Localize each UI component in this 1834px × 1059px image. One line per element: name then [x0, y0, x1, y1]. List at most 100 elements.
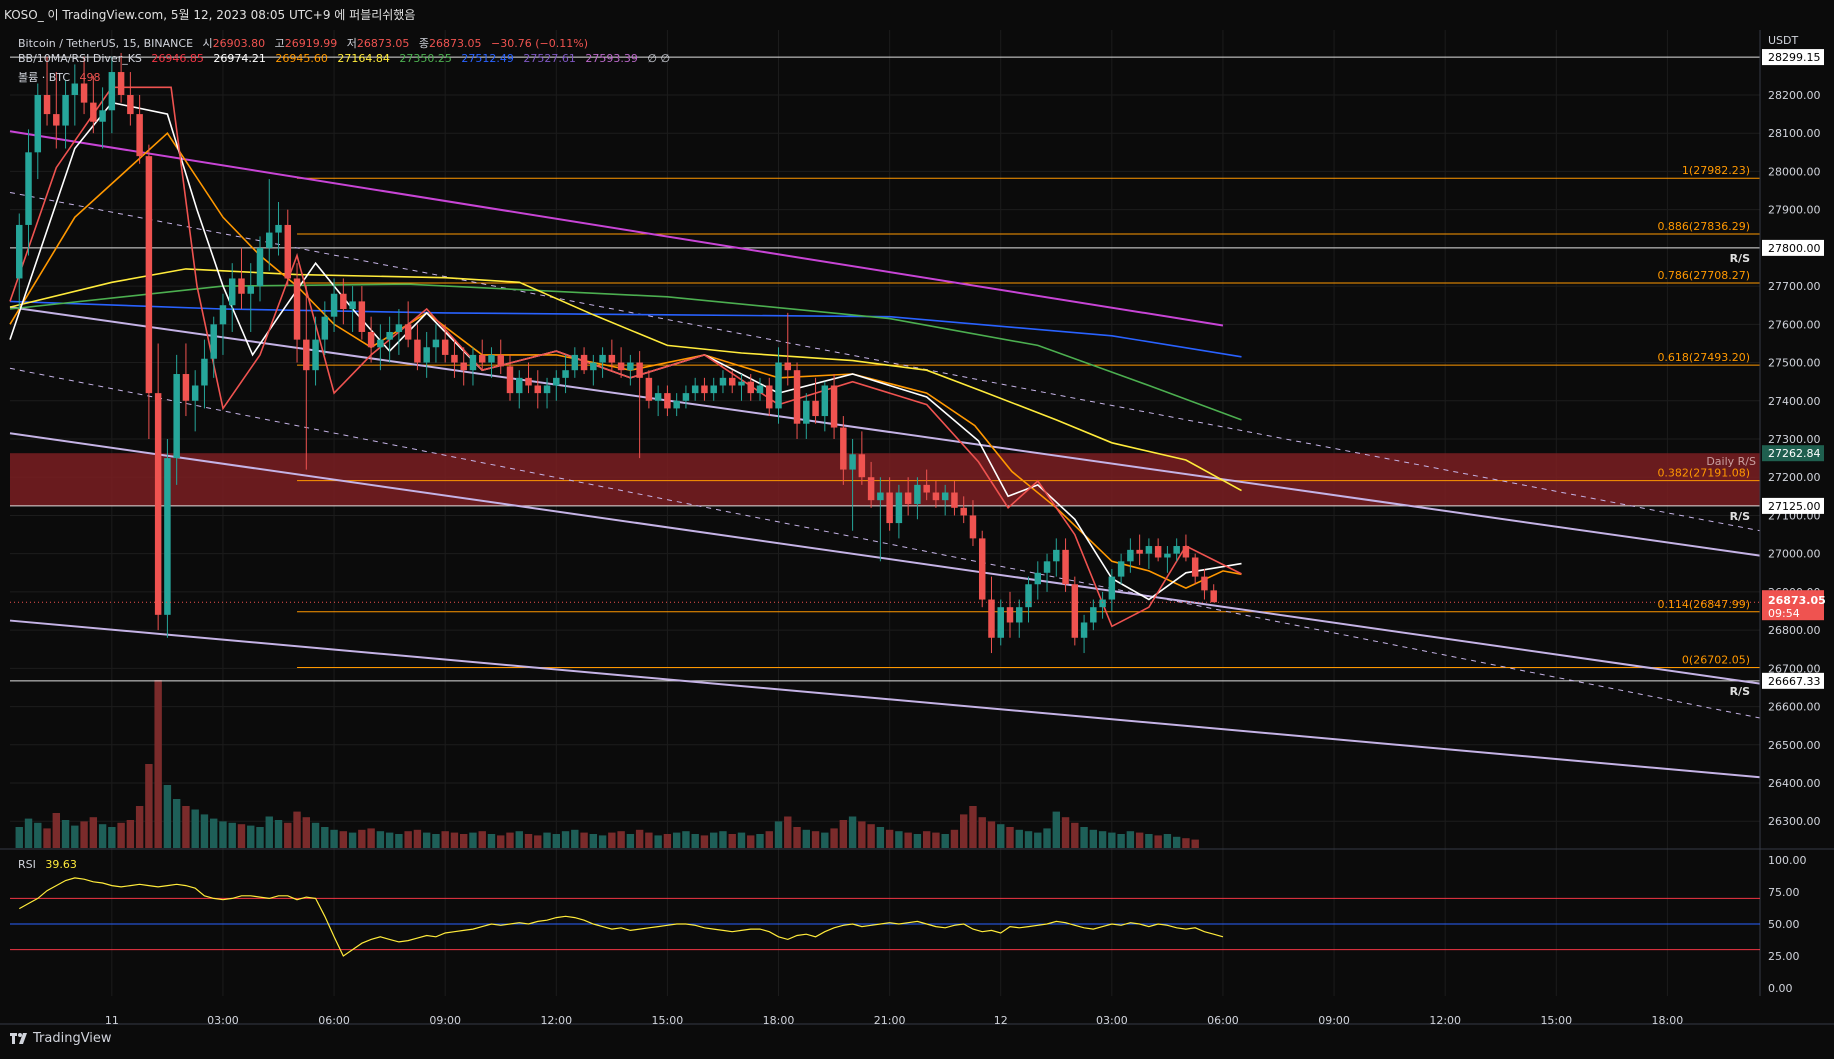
volume-bar: [330, 829, 338, 848]
candle-body: [877, 492, 884, 501]
volume-bar: [524, 834, 533, 848]
price-tick-label: 26700.00: [1768, 662, 1821, 675]
price-tick-label: 27400.00: [1768, 395, 1821, 408]
volume-bar: [885, 829, 894, 848]
volume-bar: [52, 813, 60, 848]
time-tick-label: 11: [105, 1014, 119, 1027]
candle-body: [43, 94, 51, 115]
ohlc-change: −30.76 (−0.11%): [491, 37, 588, 50]
volume-bar: [460, 834, 468, 848]
fib-level-label: 1(27982.23): [1682, 164, 1750, 177]
volume-bar: [1006, 827, 1014, 848]
volume-bar: [904, 832, 912, 848]
tradingview-logo-icon: [10, 1033, 28, 1044]
bar-countdown: 09:54: [1768, 607, 1800, 620]
fib-level-label: 0(26702.05): [1682, 654, 1750, 667]
candle-body: [553, 377, 560, 386]
volume-bar: [1172, 836, 1181, 848]
volume-bar: [413, 829, 422, 848]
ohlc-high: 26919.99: [284, 37, 338, 50]
time-tick-label: 18:00: [763, 1014, 795, 1027]
sr-price-badge: [1762, 672, 1824, 689]
candle-body: [1080, 622, 1088, 638]
candle-body: [1191, 557, 1199, 577]
indicator-name[interactable]: BB/10MA/RSI Diver_KS: [18, 52, 142, 65]
volume-bar: [469, 832, 477, 848]
volume-bar: [321, 827, 329, 848]
volume-bar: [960, 814, 968, 848]
candle-body: [117, 72, 125, 95]
candle-body: [1108, 576, 1116, 600]
candle-body: [691, 385, 699, 394]
indicator-legend[interactable]: BB/10MA/RSI Diver_KS 26946.85 26974.21 2…: [18, 52, 670, 65]
daily-zone-badge-text: 27262.84: [1768, 447, 1821, 460]
price-tick-label: 27900.00: [1768, 204, 1821, 217]
rsi-legend[interactable]: RSI 39.63: [18, 858, 77, 871]
symbol-legend[interactable]: Bitcoin / TetherUS, 15, BINANCE 시26903.8…: [18, 35, 588, 51]
volume-bar: [506, 832, 514, 848]
candle-body: [173, 374, 180, 459]
volume-bar: [191, 809, 199, 848]
candle-body: [256, 247, 264, 287]
volume-bar: [1117, 834, 1125, 848]
volume-bar: [98, 824, 107, 848]
candle-body: [803, 400, 810, 424]
volume-bar: [784, 816, 792, 848]
volume-bar: [765, 831, 773, 848]
candle-body: [488, 354, 495, 363]
candle-body: [1016, 607, 1023, 623]
volume-legend[interactable]: 볼륨 · BTC 498: [18, 69, 101, 85]
volume-bar: [1034, 832, 1042, 848]
candle-body: [441, 339, 449, 355]
volume-bar: [913, 834, 922, 848]
channel-line: [9, 130, 1224, 327]
candle-body: [766, 385, 773, 409]
volume-bar: [348, 832, 357, 848]
volume-bar: [432, 834, 440, 848]
rsi-label[interactable]: RSI: [18, 858, 36, 871]
volume-bar: [311, 822, 320, 848]
ohlc-close-label: 종: [418, 37, 430, 50]
symbol-name[interactable]: Bitcoin / TetherUS, 15, BINANCE: [18, 37, 194, 50]
channel-line: [9, 306, 1761, 557]
volume-bar: [497, 835, 505, 848]
price-tick-label: 26500.00: [1768, 739, 1821, 752]
volume-bar: [1080, 827, 1088, 848]
candle-body: [1099, 599, 1106, 608]
volume-bar: [802, 829, 810, 848]
candle-body: [904, 492, 912, 504]
last-price-text: 26873.05: [1768, 594, 1826, 607]
candle-body: [812, 400, 819, 417]
price-tick-label: 28200.00: [1768, 89, 1821, 102]
time-tick-label: 03:00: [207, 1014, 239, 1027]
volume-bar: [358, 829, 366, 848]
candle-body: [80, 83, 88, 103]
candle-body: [534, 385, 542, 394]
time-tick-label: 06:00: [318, 1014, 350, 1027]
volume-bar: [626, 834, 635, 848]
candle-body: [1025, 584, 1032, 608]
candle-body: [756, 385, 764, 394]
candle-body: [386, 331, 393, 340]
candle-body: [627, 362, 634, 371]
candle-body: [284, 224, 292, 279]
volume-bar: [737, 832, 746, 848]
indicator-value: 27350.25: [399, 52, 452, 65]
candle-body: [1034, 572, 1042, 585]
candle-body: [1127, 549, 1134, 562]
volume-bar: [339, 831, 348, 848]
time-tick-label: 03:00: [1096, 1014, 1128, 1027]
candle-body: [821, 385, 829, 417]
candle-body: [1062, 549, 1069, 585]
tradingview-watermark[interactable]: TradingView: [10, 1031, 112, 1046]
candle-body: [543, 385, 551, 394]
candle-body: [90, 102, 97, 122]
volume-label[interactable]: 볼륨 · BTC: [18, 71, 71, 84]
candle-body: [62, 94, 69, 126]
volume-bar: [811, 831, 820, 848]
volume-bar: [534, 835, 542, 848]
volume-bar: [1145, 834, 1153, 848]
daily-zone-badge: [1762, 445, 1824, 462]
candle-body: [1164, 553, 1171, 558]
